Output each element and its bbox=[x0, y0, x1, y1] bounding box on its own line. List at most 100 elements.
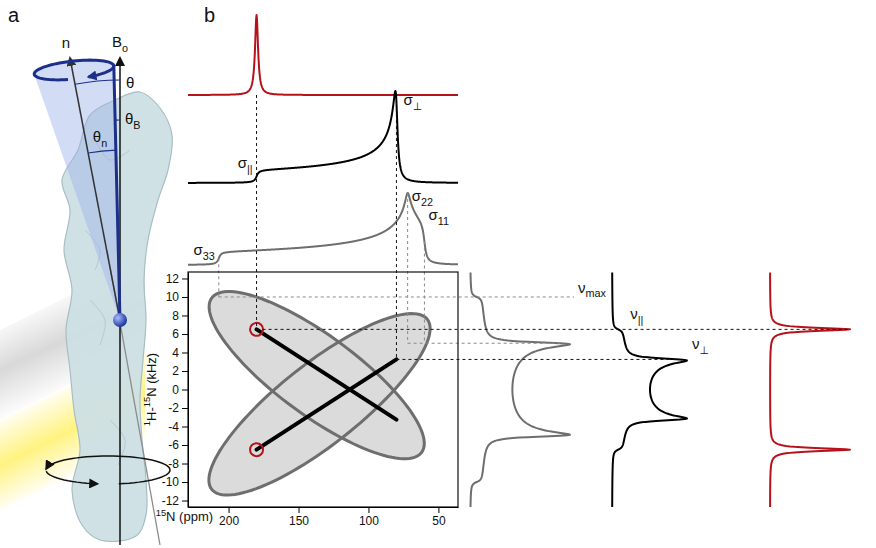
panel-letter: a bbox=[8, 4, 20, 26]
text-part: N (kHz) bbox=[144, 353, 159, 397]
y-tick-label: 4 bbox=[172, 346, 179, 360]
rotation-arrow bbox=[46, 471, 97, 484]
text-part: B bbox=[112, 33, 122, 50]
y-tick: 6 bbox=[172, 327, 188, 341]
panel-a: nBoθθnθB bbox=[0, 33, 172, 545]
protein-detail bbox=[110, 420, 125, 465]
panel-letter: b bbox=[204, 4, 215, 26]
value-label: σ⊥ bbox=[403, 91, 422, 112]
y-tick-label: 6 bbox=[172, 327, 179, 341]
diagram-label: Bo bbox=[112, 33, 128, 54]
diagram-label: θn bbox=[93, 128, 107, 149]
nitrogen-atom bbox=[113, 313, 127, 327]
angle-arc bbox=[88, 150, 116, 153]
angle-arc bbox=[115, 119, 120, 120]
y-tick: 12 bbox=[166, 272, 188, 286]
y-tick: -2 bbox=[168, 401, 188, 415]
spectrum-peak bbox=[188, 15, 458, 95]
protein-detail bbox=[90, 300, 105, 345]
y-axis: 121086420-2-4-6-8-10-12 bbox=[162, 272, 189, 508]
tensor-line bbox=[257, 359, 397, 449]
y-tick-mark bbox=[182, 501, 188, 502]
text-part: ν bbox=[578, 279, 586, 296]
spectrum-doublet bbox=[770, 272, 850, 507]
panel-b: 20015010050121086420-2-4-6-8-10-1215N (p… bbox=[142, 15, 850, 528]
cone-body bbox=[34, 66, 120, 320]
y-tick: -12 bbox=[162, 494, 188, 508]
y-axis-title: 1H-15N (kHz) bbox=[142, 353, 158, 426]
guide-line bbox=[257, 329, 850, 330]
text-part: n bbox=[62, 34, 70, 51]
text-part: 22 bbox=[421, 196, 433, 208]
guide-line bbox=[424, 242, 425, 344]
value-label: ν|| bbox=[630, 305, 643, 326]
y-tick: 10 bbox=[166, 290, 188, 304]
diagram-label: θ bbox=[126, 74, 134, 91]
y-tick-label: 12 bbox=[166, 272, 180, 286]
y-tick-mark bbox=[182, 464, 188, 465]
plot-frame bbox=[188, 272, 458, 507]
y-tick-mark bbox=[182, 408, 188, 409]
x-tick-label: 100 bbox=[359, 514, 379, 528]
text-part: ⊥ bbox=[700, 344, 709, 356]
spectrum-pake bbox=[471, 272, 570, 507]
x-tick-mark bbox=[368, 507, 369, 513]
text-part: 11 bbox=[438, 215, 449, 227]
ellipse-outline bbox=[209, 314, 430, 495]
text-part: || bbox=[247, 163, 253, 175]
x-tick-mark bbox=[229, 507, 230, 513]
y-tick: 0 bbox=[172, 383, 188, 397]
y-tick-mark bbox=[182, 352, 188, 353]
x-axis-title: 15N (ppm) bbox=[156, 508, 213, 524]
value-label: σ|| bbox=[238, 154, 253, 175]
x-tick: 100 bbox=[359, 507, 379, 528]
text-part: N (ppm) bbox=[166, 509, 213, 524]
y-tick-mark bbox=[182, 482, 188, 483]
x-tick-label: 200 bbox=[219, 514, 239, 528]
n-vector bbox=[70, 58, 120, 320]
x-tick-label: 150 bbox=[289, 514, 309, 528]
text-part: o bbox=[122, 42, 128, 54]
guide-line bbox=[256, 95, 257, 329]
value-label: σ22 bbox=[412, 187, 433, 208]
precession-ring bbox=[33, 57, 114, 83]
y-tick: -10 bbox=[162, 475, 188, 489]
y-tick-label: -10 bbox=[162, 475, 180, 489]
value-label: νmax bbox=[578, 279, 606, 300]
angle-arc bbox=[75, 80, 120, 84]
text-part: ν bbox=[630, 305, 638, 322]
rotation-arrow bbox=[46, 456, 170, 484]
cone bbox=[33, 57, 120, 320]
text-part: θ bbox=[125, 110, 133, 127]
y-tick-label: -12 bbox=[162, 494, 180, 508]
spectrum-pake bbox=[612, 272, 687, 507]
x-axis: 20015010050 bbox=[189, 507, 459, 528]
text-part: max bbox=[586, 287, 607, 299]
plot-marks bbox=[209, 292, 430, 495]
y-tick: -8 bbox=[168, 457, 188, 471]
text-part: || bbox=[638, 314, 644, 326]
y-tick-label: 10 bbox=[166, 290, 180, 304]
y-tick-label: -6 bbox=[168, 438, 179, 452]
y-tick-label: 8 bbox=[172, 309, 179, 323]
y-tick: 2 bbox=[172, 364, 188, 378]
text-part: ⊥ bbox=[413, 100, 422, 112]
spectrum-axial bbox=[188, 91, 458, 183]
diagram-label: n bbox=[62, 34, 70, 51]
figure: nBoθθnθBab20015010050121086420-2-4-6-8-1… bbox=[0, 0, 876, 548]
text-part: 15 bbox=[142, 397, 152, 407]
y-tick-mark bbox=[182, 371, 188, 372]
value-label: ν⊥ bbox=[692, 335, 709, 356]
y-tick-label: 2 bbox=[172, 364, 179, 378]
precession-arrow bbox=[33, 57, 114, 83]
y-tick-mark bbox=[182, 278, 188, 279]
top-spectra bbox=[188, 15, 458, 265]
x-tick-mark bbox=[438, 507, 439, 513]
guide-line bbox=[396, 359, 679, 360]
y-tick: 4 bbox=[172, 346, 188, 360]
side-spectra bbox=[471, 272, 850, 507]
y-tick-mark bbox=[182, 427, 188, 428]
y-tick-mark bbox=[182, 315, 188, 316]
text-part: θ bbox=[93, 128, 101, 145]
guide-line bbox=[407, 193, 408, 343]
